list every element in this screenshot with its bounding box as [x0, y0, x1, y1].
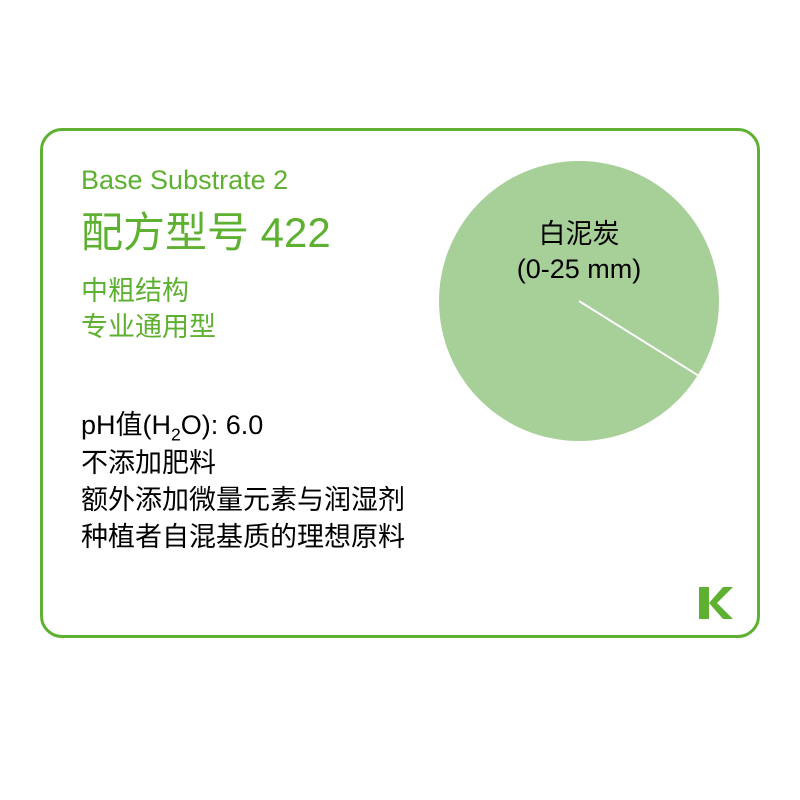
brand-logo-k-icon — [695, 583, 735, 623]
title-chinese: 配方型号 422 — [81, 199, 331, 260]
pie-slice-label: 白泥炭 (0-25 mm) — [439, 217, 719, 287]
pie-svg — [439, 161, 719, 441]
desc-line-1: 不添加肥料 — [81, 441, 216, 480]
ph-number: 6.0 — [226, 410, 264, 440]
desc-line-2: 额外添加微量元素与润湿剂 — [81, 478, 405, 517]
desc-line-3: 种植者自混基质的理想原料 — [81, 515, 405, 554]
pie-label-line1: 白泥炭 — [539, 219, 620, 249]
subtitle-structure: 中粗结构 — [81, 269, 189, 308]
product-card: Base Substrate 2 配方型号 422 中粗结构 专业通用型 pH值… — [40, 128, 760, 638]
composition-pie-chart: 白泥炭 (0-25 mm) — [439, 161, 719, 441]
ph-label: pH值(H — [81, 410, 171, 440]
ph-tail: O): — [181, 410, 226, 440]
pie-label-line2: (0-25 mm) — [517, 254, 642, 284]
title-english: Base Substrate 2 — [81, 165, 288, 196]
ph-value-line: pH值(H2O): 6.0 — [81, 403, 263, 445]
subtitle-type: 专业通用型 — [81, 305, 216, 344]
